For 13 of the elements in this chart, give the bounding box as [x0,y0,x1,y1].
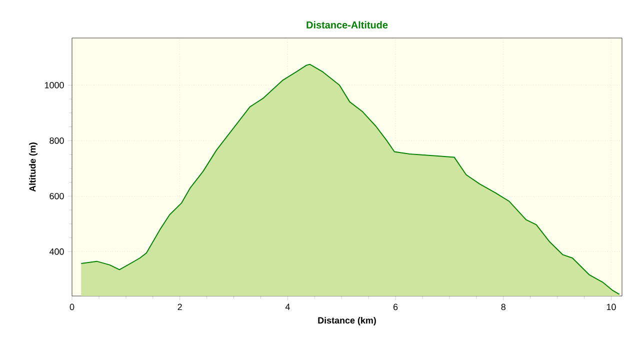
x-tick-label: 6 [393,304,398,310]
x-tick-label: 4 [285,304,290,310]
chart-title: Distance-Altitude [306,21,388,28]
y-tick-label: 1000 [44,82,64,88]
x-tick-label: 2 [178,304,182,310]
x-axis-title: Distance (km) [318,316,376,326]
y-tick-label: 800 [50,137,64,144]
y-tick-label: 600 [50,192,64,200]
y-tick-label: 400 [49,248,64,255]
x-tick-label: 0 [70,304,74,310]
x-tick-label: 8 [501,304,506,310]
y-axis-title: Altitude (m) [29,142,38,192]
x-tick-label: 10 [606,304,616,310]
